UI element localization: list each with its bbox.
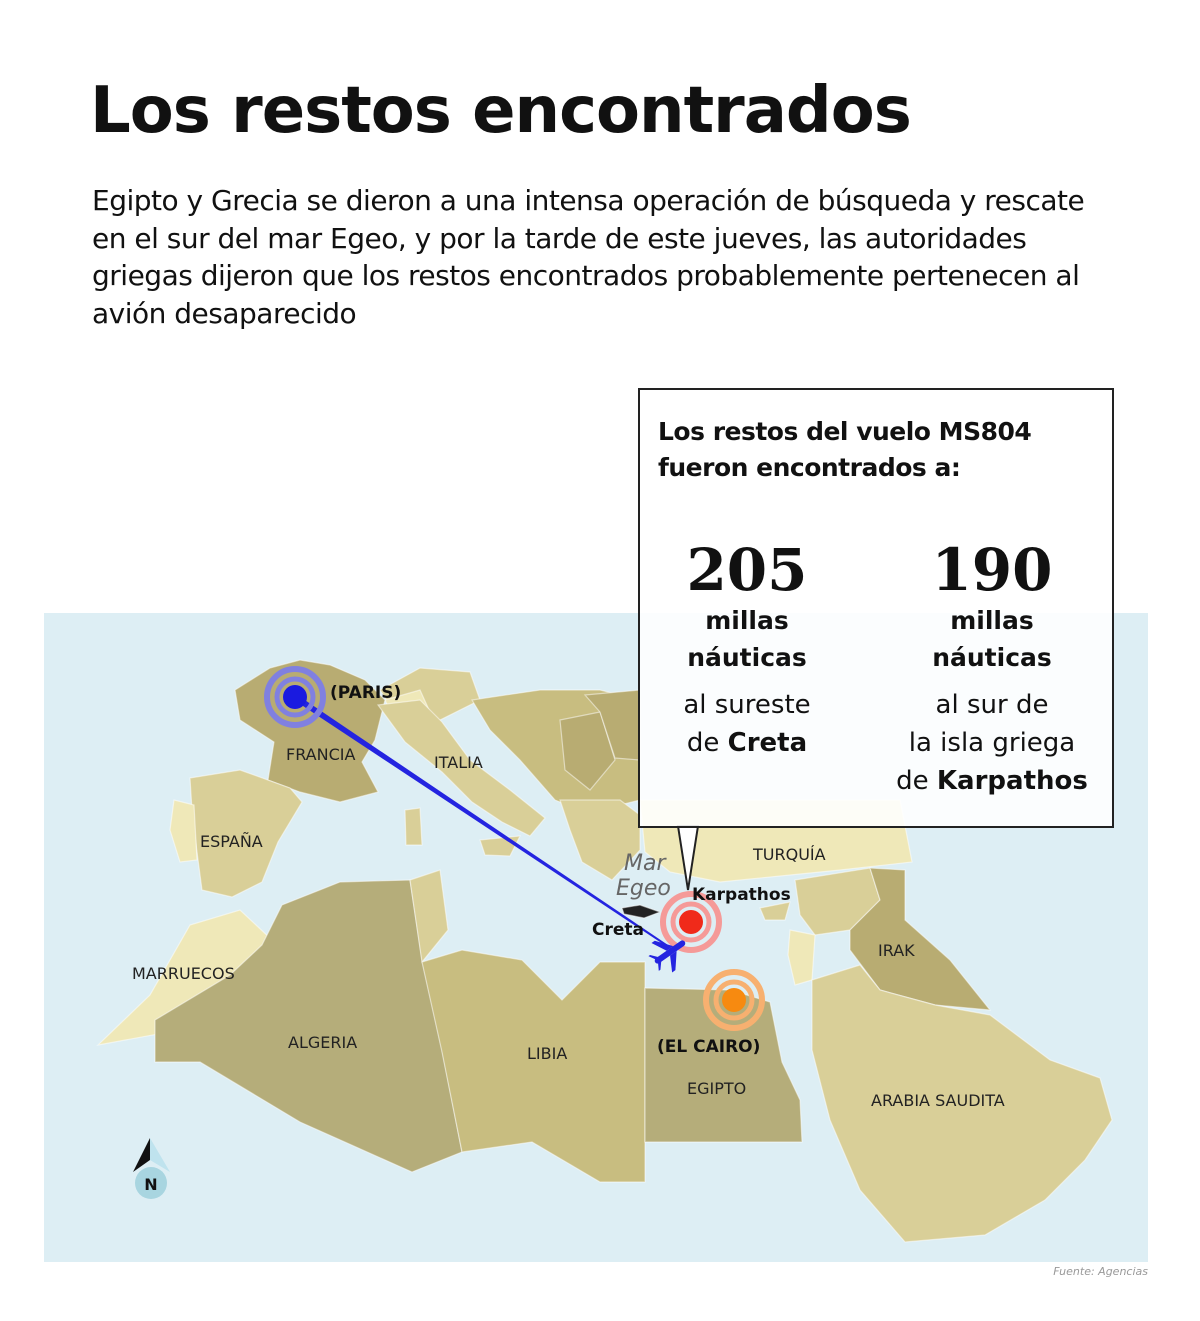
- label-creta: Creta: [592, 920, 644, 940]
- subtitle: Egipto y Grecia se dieron a una intensa …: [92, 184, 1085, 330]
- plane-icon: [648, 940, 686, 973]
- label-turquia: TURQUÍA: [752, 845, 826, 864]
- label-espana: ESPAÑA: [200, 832, 263, 851]
- distance-karpathos: 190 millas náuticas al sur de la isla gr…: [882, 538, 1102, 800]
- cairo-marker: [703, 969, 765, 1031]
- label-algeria: ALGERIA: [288, 1033, 357, 1052]
- flight-route: [290, 690, 672, 950]
- distance-value: 190: [931, 536, 1053, 604]
- crash-marker: [660, 891, 722, 953]
- country-romania: [583, 689, 641, 761]
- island-cyprus: [759, 901, 791, 921]
- country-israel: [787, 929, 816, 986]
- island-sardinia: [404, 807, 423, 846]
- callout-heading: Los restos del vuelo MS804 fueron encont…: [658, 417, 1032, 482]
- country-italy: [376, 699, 546, 837]
- country-serbia: [559, 711, 616, 791]
- country-portugal: [169, 799, 198, 863]
- label-egeo: Egeo: [616, 876, 671, 901]
- label-karpathos: Karpathos: [692, 885, 791, 905]
- country-tunisia: [409, 869, 449, 964]
- country-greece: [559, 799, 641, 881]
- paris-marker: [264, 666, 326, 728]
- source-note: Fuente: Agencias: [1053, 1265, 1148, 1278]
- country-arabia: [811, 964, 1113, 1243]
- north-arrow-icon: N: [133, 1138, 170, 1199]
- callout-box: Los restos del vuelo MS804 fueron encont…: [638, 388, 1114, 828]
- label-egipto: EGIPTO: [687, 1079, 746, 1098]
- country-france: [234, 659, 386, 803]
- distance-creta: 205 millas náuticas al sureste de Creta: [637, 538, 857, 762]
- island-crete: [621, 904, 662, 919]
- distance-value: 205: [686, 536, 808, 604]
- north-label: N: [144, 1175, 157, 1194]
- label-marruecos: MARRUECOS: [132, 964, 235, 983]
- label-libia: LIBIA: [527, 1044, 567, 1063]
- label-italia: ITALIA: [434, 753, 483, 772]
- label-francia: FRANCIA: [286, 745, 355, 764]
- label-irak: IRAK: [878, 941, 915, 960]
- label-cairo: (EL CAIRO): [657, 1037, 760, 1057]
- label-arabia-saudita: ARABIA SAUDITA: [871, 1091, 1005, 1110]
- label-paris: (PARIS): [330, 683, 401, 703]
- label-mar: Mar: [624, 851, 667, 876]
- page-title: Los restos encontrados: [90, 74, 912, 148]
